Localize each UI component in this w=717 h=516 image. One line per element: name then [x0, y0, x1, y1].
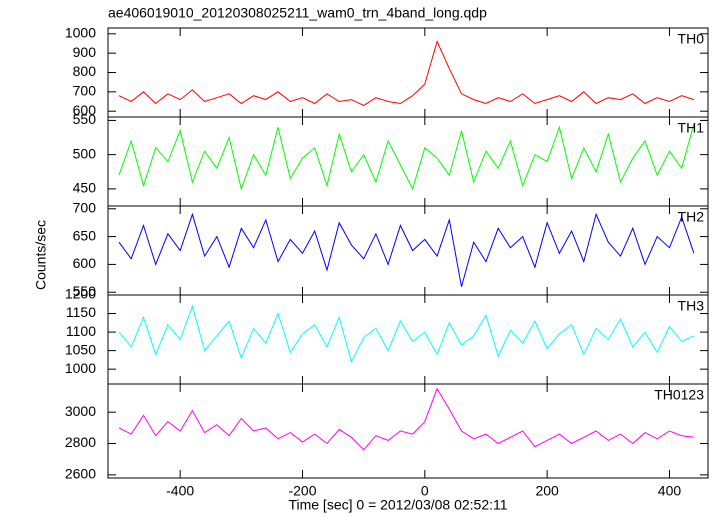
y-tick-label: 550 [73, 283, 97, 299]
y-tick-label: 600 [73, 255, 97, 271]
x-tick-label: 400 [658, 483, 682, 499]
series-label: TH2 [678, 209, 705, 225]
y-tick-label: 500 [73, 145, 97, 161]
data-line [118, 40, 695, 106]
y-tick-label: 650 [73, 227, 97, 243]
data-line [118, 387, 694, 451]
y-tick-label: 800 [73, 63, 97, 79]
y-tick-label: 2800 [65, 434, 96, 450]
y-tick-label: 1100 [66, 323, 96, 339]
data-line [118, 212, 695, 287]
x-axis-label: Time [sec] 0 = 2012/03/08 02:52:11 [288, 497, 507, 513]
data-line [118, 123, 695, 191]
y-axis-label: Counts/sec [33, 220, 49, 290]
x-tick-label: -400 [166, 483, 194, 499]
y-tick-label: 450 [73, 180, 97, 196]
chart-title: ae406019010_20120308025211_wam0_trn_4ban… [108, 5, 487, 21]
series-label: TH0123 [654, 387, 704, 403]
series-label: TH3 [678, 298, 705, 314]
y-tick-label: 700 [73, 83, 97, 99]
y-tick-label: 1000 [65, 25, 96, 41]
y-tick-label: 900 [73, 44, 97, 60]
data-line [118, 304, 695, 364]
x-tick-label: 200 [535, 483, 559, 499]
series-label: TH1 [678, 120, 705, 136]
x-tick-label: -200 [288, 483, 316, 499]
y-tick-label: 3000 [65, 403, 96, 419]
y-tick-label: 1050 [65, 341, 96, 357]
y-tick-label: 1200 [65, 286, 96, 302]
series-label: TH0 [678, 31, 705, 47]
y-tick-label: 1000 [65, 360, 96, 376]
y-tick-label: 1150 [66, 304, 96, 320]
y-tick-label: 700 [73, 199, 97, 215]
y-tick-label: 550 [73, 111, 97, 127]
y-tick-label: 2600 [65, 466, 96, 482]
y-tick-label: 600 [73, 102, 97, 118]
panel-frame [107, 383, 709, 479]
x-tick-label: 0 [421, 483, 429, 499]
